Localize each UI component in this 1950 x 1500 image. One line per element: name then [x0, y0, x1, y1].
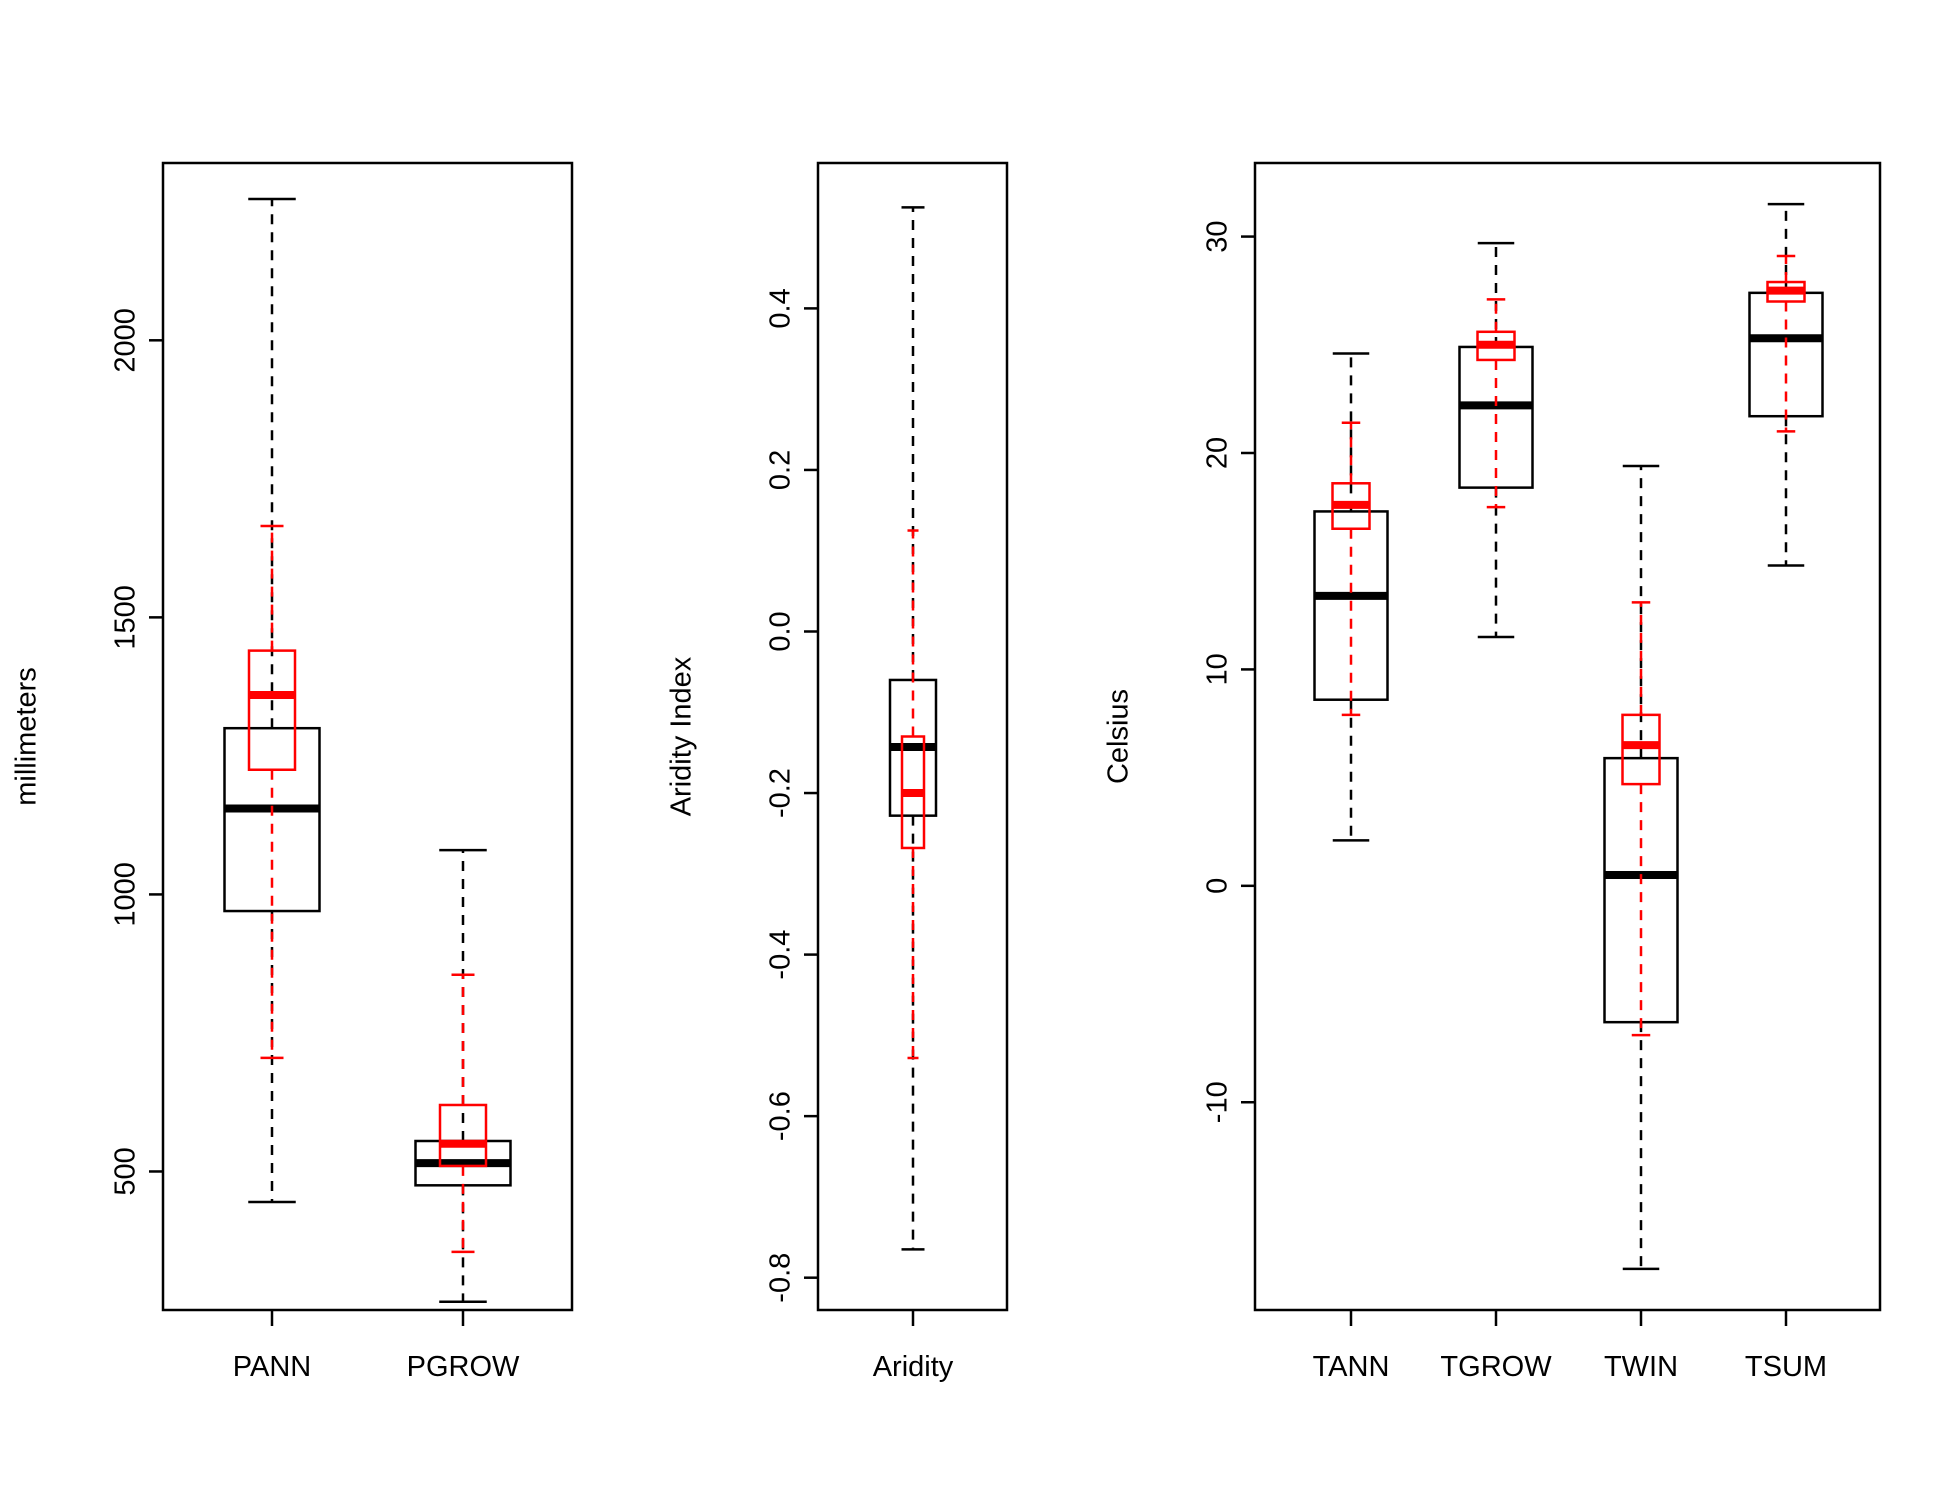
x-tick-label: Aridity: [873, 1351, 954, 1383]
y-axis-label: Aridity Index: [666, 656, 698, 816]
y-tick-label: 1500: [110, 585, 142, 650]
series-red: [1331, 254, 1806, 1037]
plot-frame: [161, 161, 574, 1312]
series-red: [247, 524, 488, 1254]
box-iqr: [438, 1103, 488, 1168]
y-tick-label: -0.4: [765, 930, 797, 980]
y-tick-label: -10: [1202, 1081, 1234, 1123]
y-tick-label: 500: [110, 1147, 142, 1195]
y-tick-label: 1000: [110, 862, 142, 927]
y-tick-label: -0.2: [765, 768, 797, 818]
box-twin-red: [1621, 601, 1661, 1037]
x-axis: PANN PGROW: [233, 1310, 520, 1383]
box-aridity-red: [900, 529, 926, 1060]
y-tick-label: -0.8: [765, 1253, 797, 1303]
box-iqr: [1621, 713, 1661, 786]
y-tick-label: 0: [1202, 878, 1234, 894]
x-tick-label: TANN: [1313, 1351, 1390, 1383]
panel-precip: 500 1000 1500 2000 millimeters PANN PGROW: [11, 161, 574, 1383]
y-tick-label: 0.2: [765, 450, 797, 490]
box-tann-red: [1331, 421, 1371, 717]
y-axis: -10 0 10 20 30: [1202, 220, 1255, 1123]
box-iqr: [223, 726, 321, 913]
x-tick-label: PANN: [233, 1351, 311, 1383]
y-tick-label: -0.6: [765, 1091, 797, 1141]
x-tick-label: TWIN: [1604, 1351, 1678, 1383]
y-tick-label: 20: [1202, 437, 1234, 469]
panel-temp: -10 0 10 20 30 Celsius TANN TGROW TWIN TSUM: [1103, 161, 1882, 1383]
plot-frame: [1253, 161, 1882, 1312]
y-axis-label: millimeters: [11, 667, 43, 806]
y-axis-label: Celsius: [1103, 689, 1135, 784]
series-black: [223, 197, 512, 1303]
y-tick-label: 30: [1202, 220, 1234, 252]
y-tick-label: 10: [1202, 653, 1234, 685]
y-axis: 500 1000 1500 2000: [110, 308, 163, 1196]
y-axis: -0.8 -0.6 -0.4 -0.2 0.0 0.2 0.4: [765, 288, 818, 1303]
y-tick-label: 2000: [110, 308, 142, 373]
box-tann-black: [1313, 352, 1389, 842]
box-pgrow-red: [438, 973, 488, 1254]
y-tick-label: 0.0: [765, 611, 797, 651]
x-axis: TANN TGROW TWIN TSUM: [1313, 1310, 1827, 1383]
x-axis: Aridity: [873, 1310, 954, 1383]
box-tsum-red: [1766, 254, 1806, 433]
x-tick-label: TGROW: [1440, 1351, 1552, 1383]
series-red: [900, 529, 926, 1060]
box-tgrow-red: [1476, 298, 1516, 509]
box-pann-red: [247, 524, 297, 1060]
box-iqr: [247, 649, 297, 771]
x-tick-label: TSUM: [1745, 1351, 1827, 1383]
x-tick-label: PGROW: [407, 1351, 520, 1383]
y-tick-label: 0.4: [765, 288, 797, 328]
panel-aridity: -0.8 -0.6 -0.4 -0.2 0.0 0.2 0.4 Aridity Index Ar…: [666, 161, 1009, 1383]
